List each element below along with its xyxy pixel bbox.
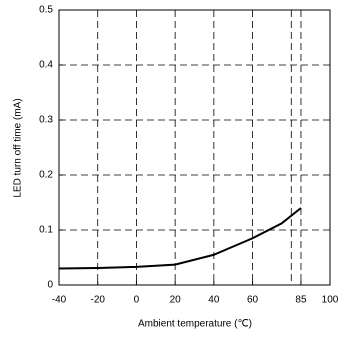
x-tick-label: 60 [247,295,259,306]
x-tick-label: 40 [208,295,220,306]
y-axis-label: LED turn off time (mA) [13,98,24,197]
x-tick-label: 85 [295,295,307,306]
y-tick-label: 0.1 [39,225,53,236]
x-tick-label: 20 [170,295,182,306]
x-tick-label: 100 [322,295,339,306]
plot-frame [58,9,331,286]
x-tick-label: -40 [52,295,67,306]
y-tick-label: 0.4 [39,60,53,71]
y-tick-label: 0.2 [39,170,53,181]
y-tick-label: 0.3 [39,115,53,126]
x-tick-label: 0 [134,295,140,306]
y-tick-label: 0 [47,280,53,291]
y-tick-label: 0.5 [39,5,53,16]
data-line [58,207,302,270]
x-tick-label: -20 [90,295,105,306]
x-axis-label: Ambient temperature (℃) [138,319,252,330]
